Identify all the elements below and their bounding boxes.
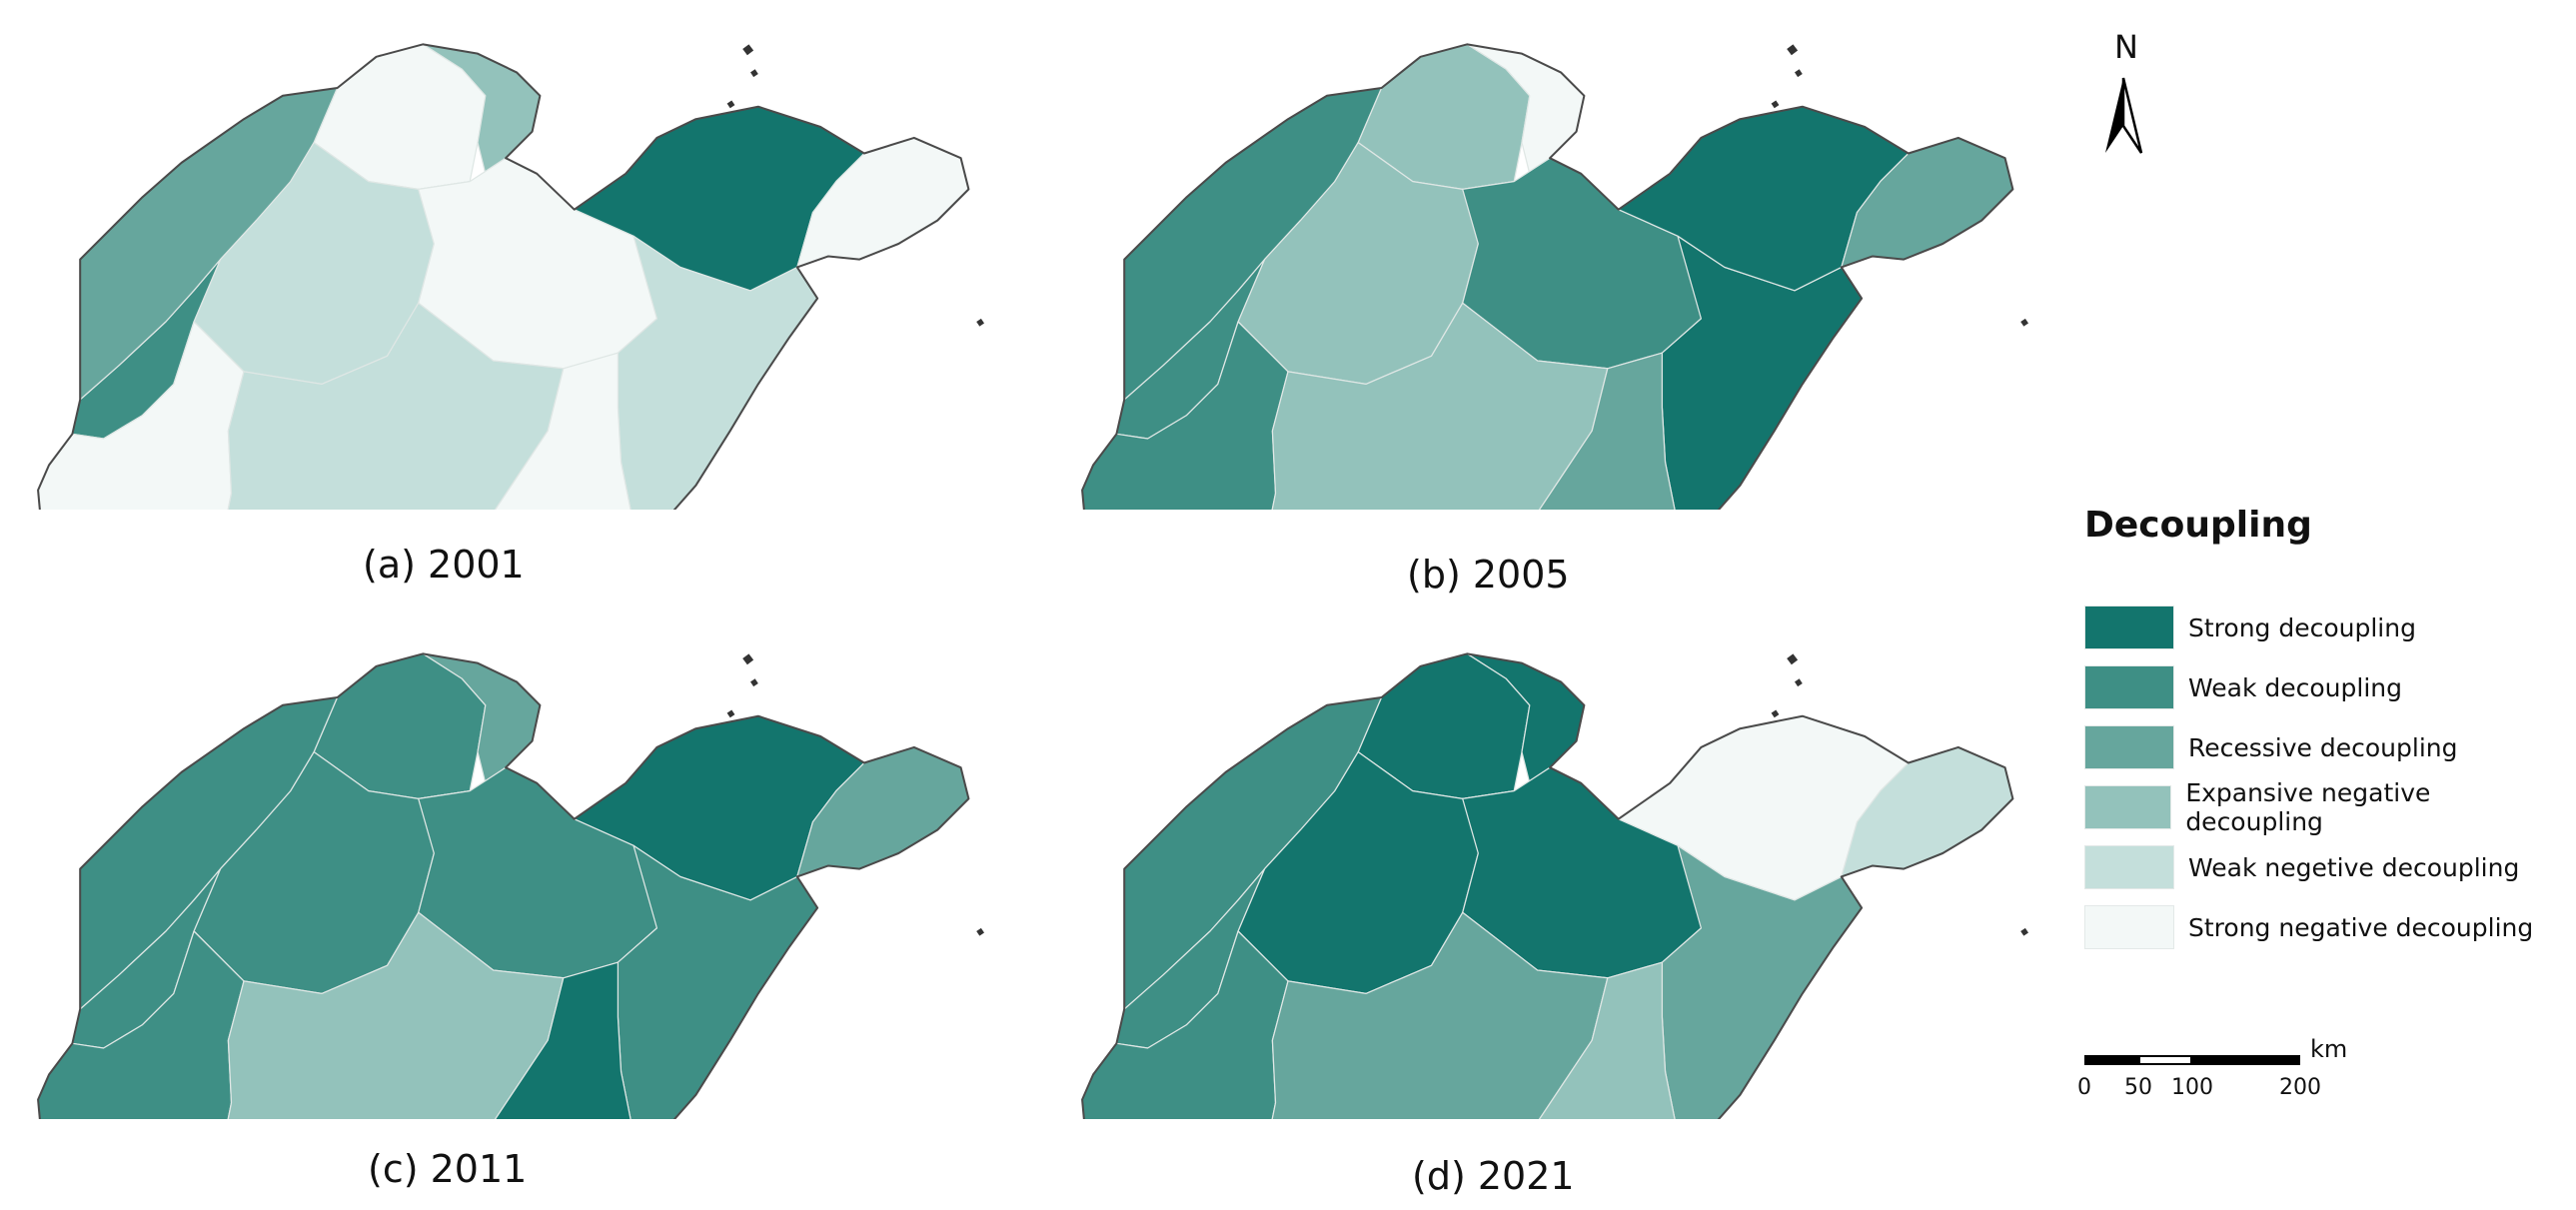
map-panel-b xyxy=(1054,10,2033,510)
scale-tick: 50 xyxy=(2124,1075,2152,1100)
province-outline xyxy=(37,43,970,510)
caption-b: (b) 2005 xyxy=(1407,553,1570,597)
region-southeast xyxy=(1538,352,1676,510)
legend-swatch xyxy=(2084,905,2174,949)
province-outline xyxy=(1081,43,2014,510)
legend-swatch xyxy=(2084,725,2174,769)
island xyxy=(750,69,758,78)
legend: Decoupling Strong decoupling Weak decoup… xyxy=(2084,505,2564,957)
scale-bar-segment xyxy=(2138,1055,2192,1065)
map-panel-c xyxy=(10,619,989,1119)
island xyxy=(1771,709,1780,718)
legend-label: Recessive decoupling xyxy=(2188,732,2458,762)
province-regions xyxy=(1081,43,2028,510)
island xyxy=(2020,318,2028,327)
province-regions xyxy=(37,43,984,510)
region-south-central xyxy=(227,911,565,1119)
legend-swatch xyxy=(2084,785,2172,829)
legend-item: Recessive decoupling xyxy=(2084,717,2564,777)
region-south-central xyxy=(1271,302,1609,510)
north-arrow-icon xyxy=(2105,77,2143,154)
legend-item: Expansive negative decoupling xyxy=(2084,777,2564,837)
island xyxy=(726,100,735,109)
caption-c: (c) 2011 xyxy=(368,1147,528,1191)
map-2005 xyxy=(1081,43,2028,510)
map-2011 xyxy=(37,652,984,1119)
caption-d: (d) 2021 xyxy=(1412,1154,1575,1198)
scale-bar: km 0 50 100 200 xyxy=(2077,1035,2347,1109)
island xyxy=(742,653,754,665)
legend-items: Strong decoupling Weak decoupling Recess… xyxy=(2084,598,2564,957)
scale-tick: 0 xyxy=(2077,1075,2091,1100)
north-arrow-label: N xyxy=(2114,28,2138,66)
island xyxy=(1787,653,1799,665)
province-outline xyxy=(1081,652,2014,1119)
legend-title: Decoupling xyxy=(2084,505,2312,546)
region-southeast xyxy=(494,352,632,510)
scale-bar-segment xyxy=(2192,1055,2300,1065)
legend-label: Weak negetive decoupling xyxy=(2188,852,2520,882)
legend-swatch xyxy=(2084,605,2174,649)
legend-label: Weak decoupling xyxy=(2188,672,2402,702)
map-panel-d xyxy=(1054,619,2033,1119)
island xyxy=(750,678,758,687)
island xyxy=(1795,69,1803,78)
scale-tick: 200 xyxy=(2279,1075,2321,1100)
region-south-central xyxy=(227,302,565,510)
island xyxy=(976,927,984,936)
island xyxy=(1771,100,1780,109)
island xyxy=(1787,44,1799,56)
legend-item: Strong negative decoupling xyxy=(2084,897,2564,957)
island xyxy=(1795,678,1803,687)
island xyxy=(742,44,754,56)
scale-bar-segment xyxy=(2084,1055,2138,1065)
island xyxy=(976,318,984,327)
legend-item: Weak negetive decoupling xyxy=(2084,837,2564,897)
legend-swatch xyxy=(2084,845,2174,889)
legend-swatch xyxy=(2084,665,2174,709)
scale-unit: km xyxy=(2310,1035,2348,1063)
caption-a: (a) 2001 xyxy=(363,543,525,587)
legend-item: Weak decoupling xyxy=(2084,657,2564,717)
province-regions xyxy=(37,652,984,1119)
province-regions xyxy=(1081,652,2028,1119)
map-2021 xyxy=(1081,652,2028,1119)
legend-label: Strong negative decoupling xyxy=(2188,912,2534,942)
region-south-central xyxy=(1271,911,1609,1119)
island xyxy=(726,709,735,718)
legend-label: Expansive negative decoupling xyxy=(2185,778,2431,836)
legend-item: Strong decoupling xyxy=(2084,598,2564,657)
legend-label: Strong decoupling xyxy=(2188,612,2416,642)
region-southeast xyxy=(1538,961,1676,1119)
map-2001 xyxy=(37,43,984,510)
scale-tick: 100 xyxy=(2171,1075,2213,1100)
region-southeast xyxy=(494,961,632,1119)
province-outline xyxy=(37,652,970,1119)
island xyxy=(2020,927,2028,936)
map-panel-a xyxy=(10,10,989,510)
